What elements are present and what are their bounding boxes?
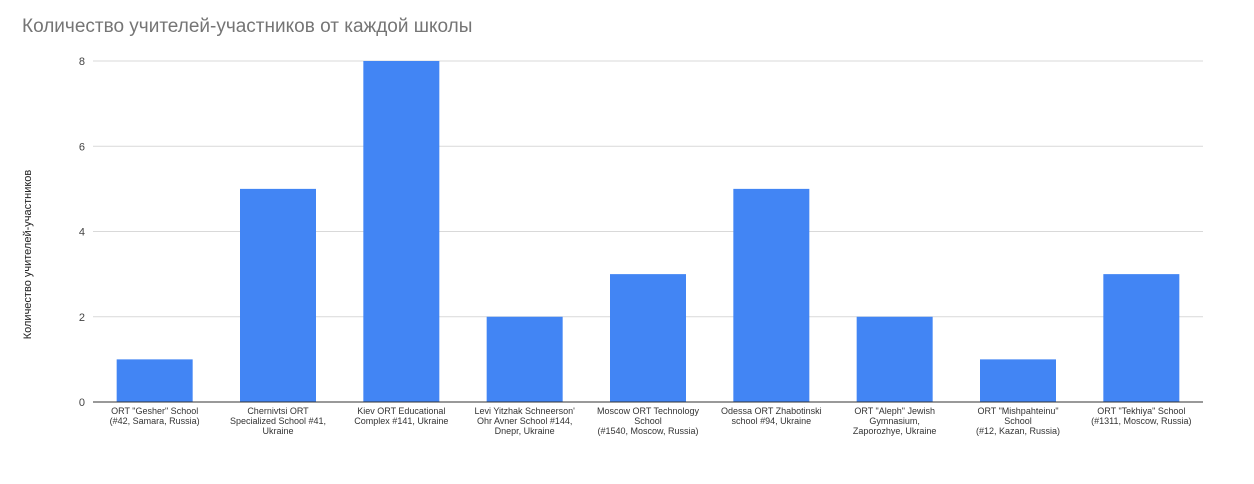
x-tick-label: ORT "Aleph" Jewish Gymnasium, Zaporozhye, … (853, 406, 937, 436)
bar (486, 316, 563, 402)
x-tick-label: Moscow ORT Technology School (#1540, Mosco… (597, 406, 700, 436)
bar (240, 188, 316, 402)
bar (733, 188, 810, 402)
labels: 0 2 4 6 8 ORT "Gesher" School (#42, Samara, Ru… (22, 56, 1192, 436)
bar (116, 359, 193, 402)
bar (610, 274, 686, 402)
y-tick-label: 2 (79, 312, 85, 324)
bars (116, 61, 1180, 402)
x-tick-label: Chernivtsi ORT Specialized School #41, Ukr… (230, 406, 326, 436)
x-tick-label: ORT "Mishpahteinu" School (#12, Kazan, Rus… (976, 406, 1060, 436)
x-tick-label: Odessa ORT Zhabotinski school #94, Ukrain… (721, 406, 822, 426)
x-tick-label: ORT "Tekhiya" School (#1311, Moscow, Russ… (1091, 406, 1191, 426)
y-tick-label: 4 (79, 227, 85, 239)
bar (1103, 274, 1180, 402)
chart-title: Количество учителей-участников от каждой… (22, 16, 473, 37)
y-tick-label: 0 (79, 397, 85, 409)
x-tick-label: ORT "Gesher" School (#42, Samara, Russia) (110, 406, 200, 426)
y-tick-label: 6 (79, 141, 85, 153)
bar (980, 359, 1056, 402)
x-tick-label: Kiev ORT Educational Complex #141, Ukrain… (354, 406, 448, 426)
y-tick-label: 8 (79, 56, 85, 68)
bar (856, 316, 933, 402)
bar (363, 61, 440, 402)
y-axis-label: Количество учителей-участников (22, 170, 34, 340)
x-tick-label: Levi Yitzhak Schneerson' Ohr Avner School… (475, 406, 576, 436)
